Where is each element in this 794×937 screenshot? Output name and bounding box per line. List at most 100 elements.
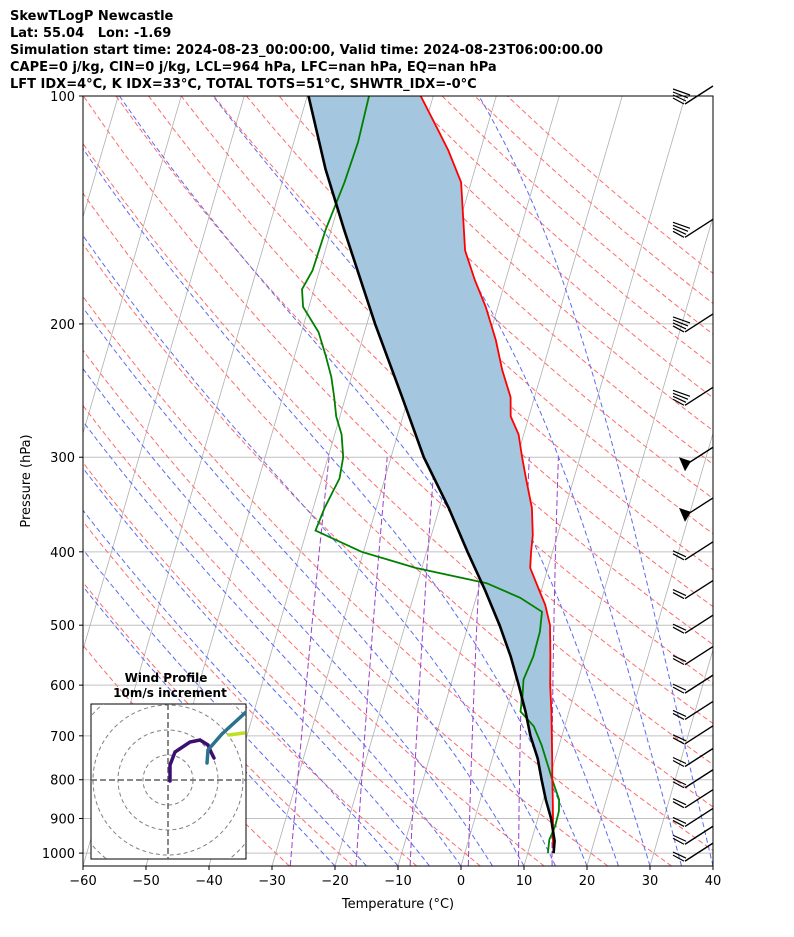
isotherm-line <box>586 431 713 866</box>
barb-staff <box>684 313 714 333</box>
wind-barb <box>672 85 714 105</box>
barb-flag <box>672 778 687 786</box>
moist-adiabat <box>83 585 336 866</box>
x-tick-label: 10 <box>516 874 533 889</box>
dry-adiabat <box>83 142 713 766</box>
mixing-ratio-line <box>409 457 436 866</box>
barb-flag <box>672 834 687 842</box>
x-tick-label: 40 <box>705 874 722 889</box>
wind-barb <box>672 614 714 634</box>
barb-staff <box>684 541 714 561</box>
dry-adiabat <box>83 96 713 725</box>
y-axis-ticks: 100 200 300 400 500 600 700 800 900 1000 <box>42 90 83 862</box>
y-tick-label: 200 <box>50 318 75 333</box>
barb-flag <box>672 91 689 99</box>
y-tick-label: 700 <box>50 730 75 745</box>
barb-staff <box>684 747 714 768</box>
barb-flag <box>672 322 687 330</box>
moist-adiabat <box>83 467 430 866</box>
barb-flag <box>672 709 687 718</box>
x-tick-label: −60 <box>69 874 96 889</box>
wind-barb <box>679 497 714 522</box>
moist-adiabat <box>337 96 682 866</box>
dry-adiabat <box>83 192 713 808</box>
barb-flag <box>672 392 689 400</box>
wind-barb <box>672 789 714 809</box>
barb-flag <box>672 221 691 229</box>
barb-flag <box>672 734 687 742</box>
hodograph-plot <box>91 704 246 859</box>
moist-adiabat <box>83 548 367 866</box>
isotherm-line <box>83 96 245 652</box>
hodograph-trace <box>168 738 216 783</box>
barb-flag <box>672 756 687 765</box>
isotherm-line <box>83 96 182 435</box>
dry-adiabat <box>311 96 713 465</box>
moist-adiabat <box>118 96 619 866</box>
dry-adiabat <box>246 96 713 535</box>
barb-staff <box>684 674 714 694</box>
barb-flag <box>672 395 687 403</box>
barb-flag <box>672 623 687 631</box>
wind-barbs <box>672 85 714 862</box>
barb-flag <box>672 398 685 406</box>
moist-adiabat <box>83 420 462 866</box>
barb-flag <box>672 230 685 238</box>
barb-staff <box>684 789 714 809</box>
isotherm-line <box>712 864 713 866</box>
barb-flag <box>672 683 687 691</box>
barb-flag <box>672 389 691 397</box>
barb-flag <box>672 854 685 862</box>
mixing-ratio-line <box>467 457 487 866</box>
wind-barb <box>672 807 714 828</box>
barb-flag <box>672 798 687 806</box>
moist-adiabat <box>83 509 399 866</box>
dewpoint-line <box>301 96 561 854</box>
wind-barb <box>672 825 714 845</box>
isotherm-line <box>460 96 686 866</box>
barb-staff <box>684 700 714 721</box>
cape-fill-layer <box>308 96 555 854</box>
barb-staff <box>684 807 714 828</box>
barb-staff <box>684 842 714 862</box>
dry-adiabat <box>278 96 713 500</box>
barb-staff <box>684 769 714 789</box>
temperature-line <box>419 96 555 854</box>
x-tick-label: −20 <box>321 874 348 889</box>
x-tick-label: −50 <box>132 874 159 889</box>
dry-adiabat <box>115 96 713 685</box>
chart-title: SkewTLogP Newcastle <box>10 9 174 24</box>
wind-barb <box>672 386 714 406</box>
y-tick-label: 300 <box>50 451 75 466</box>
x-tick-label: −40 <box>195 874 222 889</box>
time-text: Simulation start time: 2024-08-23_00:00:… <box>10 43 603 58</box>
x-tick-label: 0 <box>457 874 465 889</box>
wind-barb <box>672 579 714 600</box>
barb-flag <box>672 550 687 558</box>
isotherm-line <box>649 648 713 866</box>
y-tick-label: 1000 <box>42 847 75 862</box>
wind-barb <box>679 446 714 472</box>
barb-staff <box>684 614 714 634</box>
barb-flag <box>672 88 691 96</box>
dry-adiabat <box>83 349 609 866</box>
barb-flag <box>672 801 685 809</box>
wind-barb <box>672 700 714 721</box>
parcel-line <box>307 96 556 854</box>
dry-adiabat <box>83 243 713 852</box>
barb-flag <box>672 227 687 235</box>
y-tick-label: 600 <box>50 679 75 694</box>
barb-flag <box>672 759 685 768</box>
stability-text: CAPE=0 j/kg, CIN=0 j/kg, LCL=964 hPa, LF… <box>10 60 497 75</box>
wind-barb <box>672 218 714 238</box>
barb-flag <box>672 224 689 232</box>
y-tick-label: 100 <box>50 90 75 105</box>
y-tick-label: 500 <box>50 619 75 634</box>
wind-barb <box>672 645 714 666</box>
wind-barb <box>672 541 714 561</box>
x-axis-label: Temperature (°C) <box>341 897 454 912</box>
moist-adiabat <box>83 147 588 866</box>
isotherm-line <box>776 96 794 866</box>
barb-flag <box>672 319 689 327</box>
